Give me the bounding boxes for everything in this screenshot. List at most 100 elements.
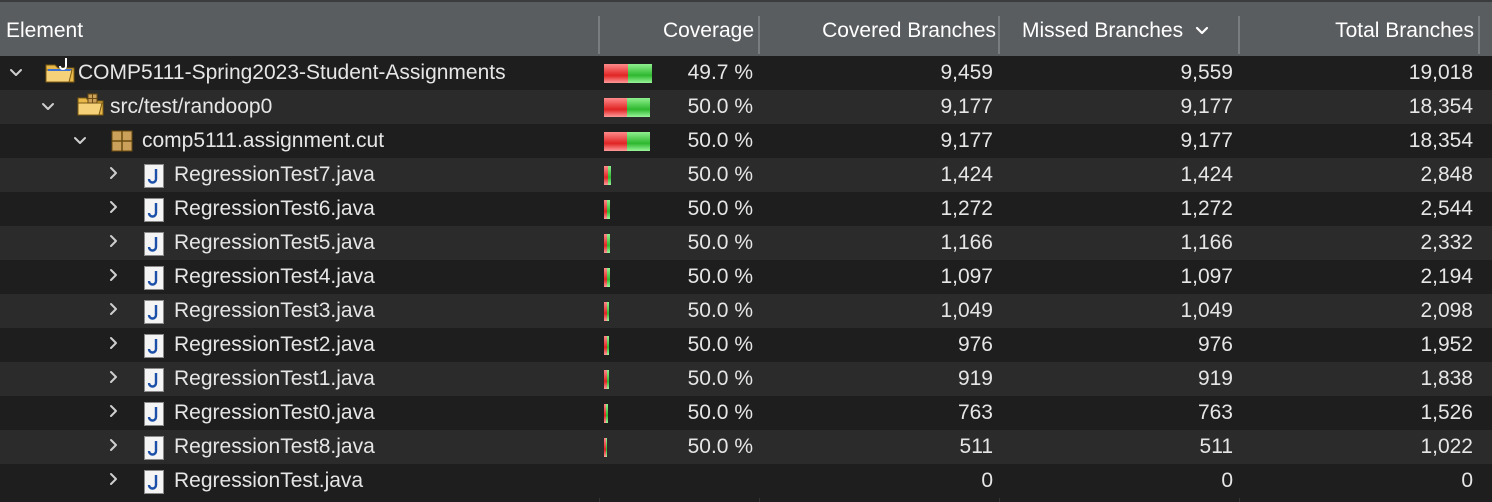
column-header-coverage[interactable]: Coverage bbox=[662, 19, 754, 42]
total-branches-value: 18,354 bbox=[1408, 95, 1473, 118]
covered-branches-value: 1,272 bbox=[940, 197, 993, 220]
collapse-toggle[interactable] bbox=[104, 328, 124, 362]
missed-branches-value: 511 bbox=[1199, 435, 1233, 458]
missed-branches-value: 0 bbox=[1221, 469, 1233, 492]
table-row[interactable]: RegressionTest3.java 50.0 % 1,049 1,049 2,09… bbox=[0, 294, 1492, 328]
table-row[interactable]: RegressionTest0.java 50.0 % 763 763 1,526 bbox=[0, 396, 1492, 430]
column-separator[interactable] bbox=[1478, 16, 1480, 54]
coverage-bar bbox=[604, 438, 607, 457]
table-header: Element Coverage Covered Branches Missed… bbox=[0, 0, 1492, 56]
column-separator[interactable] bbox=[598, 16, 600, 54]
java-file-icon bbox=[143, 401, 167, 426]
missed-branches-value: 976 bbox=[1197, 333, 1233, 356]
table-row[interactable]: src/test/randoop0 50.0 % 9,177 9,177 18,354 bbox=[0, 90, 1492, 124]
missed-branches-value: 1,424 bbox=[1180, 163, 1233, 186]
coverage-bar-covered bbox=[627, 98, 650, 117]
coverage-value: 50.0 % bbox=[687, 265, 753, 288]
column-header-total-branches[interactable]: Total Branches bbox=[1335, 19, 1474, 42]
covered-branches-value: 9,177 bbox=[940, 129, 993, 152]
column-header-missed-branches[interactable]: Missed Branches bbox=[1022, 2, 1232, 56]
element-name: RegressionTest8.java bbox=[174, 435, 375, 458]
coverage-bar-missed bbox=[604, 166, 608, 185]
coverage-bar-covered bbox=[628, 64, 652, 83]
covered-branches-value: 1,424 bbox=[940, 163, 993, 186]
total-branches-value: 2,332 bbox=[1420, 231, 1473, 254]
table-row[interactable]: comp5111.assignment.cut 50.0 % 9,177 9,177 1… bbox=[0, 124, 1492, 158]
collapse-toggle[interactable] bbox=[104, 158, 124, 192]
covered-branches-value: 9,459 bbox=[940, 61, 993, 84]
collapse-toggle[interactable] bbox=[104, 260, 124, 294]
element-name: RegressionTest1.java bbox=[174, 367, 375, 390]
chevron-right-icon bbox=[110, 473, 117, 485]
java-file-icon bbox=[143, 435, 167, 460]
element-name: RegressionTest2.java bbox=[174, 333, 375, 356]
chevron-down-icon bbox=[10, 69, 22, 76]
covered-branches-value: 763 bbox=[957, 401, 993, 424]
coverage-value: 50.0 % bbox=[687, 333, 753, 356]
covered-branches-value: 1,097 bbox=[940, 265, 993, 288]
coverage-bar-covered bbox=[607, 234, 610, 253]
chevron-right-icon bbox=[110, 201, 117, 213]
covered-branches-value: 1,049 bbox=[940, 299, 993, 322]
covered-branches-value: 919 bbox=[957, 367, 993, 390]
element-name: RegressionTest3.java bbox=[174, 299, 375, 322]
total-branches-value: 0 bbox=[1461, 469, 1473, 492]
chevron-right-icon bbox=[110, 439, 117, 451]
column-separator[interactable] bbox=[758, 16, 760, 54]
coverage-bar bbox=[604, 336, 609, 355]
missed-branches-value: 1,049 bbox=[1180, 299, 1233, 322]
collapse-toggle[interactable] bbox=[104, 430, 124, 464]
total-branches-value: 2,848 bbox=[1420, 163, 1473, 186]
collapse-toggle[interactable] bbox=[104, 362, 124, 396]
collapse-toggle[interactable] bbox=[104, 226, 124, 260]
total-branches-value: 1,952 bbox=[1420, 333, 1473, 356]
missed-branches-value: 919 bbox=[1197, 367, 1233, 390]
collapse-toggle[interactable] bbox=[104, 192, 124, 226]
table-row[interactable]: RegressionTest7.java 50.0 % 1,424 1,424 2,84… bbox=[0, 158, 1492, 192]
project-folder-icon bbox=[44, 56, 75, 83]
expand-toggle[interactable] bbox=[70, 124, 90, 158]
table-body: COMP5111-Spring2023-Student-Assignments 4… bbox=[0, 56, 1492, 498]
covered-branches-value: 9,177 bbox=[940, 95, 993, 118]
coverage-bar-missed bbox=[604, 64, 628, 83]
collapse-toggle[interactable] bbox=[104, 396, 124, 430]
coverage-bar-missed bbox=[604, 234, 607, 253]
table-row[interactable]: RegressionTest2.java 50.0 % 976 976 1,952 bbox=[0, 328, 1492, 362]
table-row[interactable]: RegressionTest4.java 50.0 % 1,097 1,097 2,19… bbox=[0, 260, 1492, 294]
coverage-bar-missed bbox=[604, 370, 607, 389]
expand-toggle[interactable] bbox=[6, 56, 26, 90]
chevron-right-icon bbox=[110, 303, 117, 315]
column-separator[interactable] bbox=[998, 16, 1000, 54]
total-branches-value: 18,354 bbox=[1408, 129, 1473, 152]
coverage-value: 50.0 % bbox=[687, 163, 753, 186]
covered-branches-value: 1,166 bbox=[940, 231, 993, 254]
total-branches-value: 1,022 bbox=[1420, 435, 1473, 458]
chevron-right-icon bbox=[110, 269, 117, 281]
expand-toggle[interactable] bbox=[38, 90, 58, 124]
table-row[interactable]: RegressionTest1.java 50.0 % 919 919 1,838 bbox=[0, 362, 1492, 396]
table-row[interactable]: RegressionTest8.java 50.0 % 511 511 1,022 bbox=[0, 430, 1492, 464]
coverage-bar-missed bbox=[604, 302, 607, 321]
element-name: RegressionTest5.java bbox=[174, 231, 375, 254]
table-row[interactable]: RegressionTest5.java 50.0 % 1,166 1,166 2,33… bbox=[0, 226, 1492, 260]
coverage-bar-covered bbox=[607, 370, 609, 389]
coverage-bar-missed bbox=[604, 132, 627, 151]
element-name: src/test/randoop0 bbox=[110, 95, 273, 118]
table-row[interactable]: COMP5111-Spring2023-Student-Assignments 4… bbox=[0, 56, 1492, 90]
column-header-element[interactable]: Element bbox=[6, 19, 84, 42]
covered-branches-value: 511 bbox=[959, 435, 993, 458]
collapse-toggle[interactable] bbox=[104, 464, 124, 498]
column-header-covered-branches[interactable]: Covered Branches bbox=[822, 19, 996, 42]
total-branches-value: 19,018 bbox=[1408, 61, 1473, 84]
coverage-bar-covered bbox=[607, 336, 609, 355]
chevron-right-icon bbox=[110, 371, 117, 383]
missed-branches-value: 763 bbox=[1197, 401, 1233, 424]
table-row[interactable]: RegressionTest6.java 50.0 % 1,272 1,272 2,54… bbox=[0, 192, 1492, 226]
missed-branches-value: 1,166 bbox=[1180, 231, 1233, 254]
element-name: RegressionTest7.java bbox=[174, 163, 375, 186]
column-separator[interactable] bbox=[1238, 16, 1240, 54]
table-row[interactable]: RegressionTest.java 0 0 0 bbox=[0, 464, 1492, 498]
coverage-bar bbox=[604, 268, 610, 287]
collapse-toggle[interactable] bbox=[104, 294, 124, 328]
element-name: RegressionTest6.java bbox=[174, 197, 375, 220]
